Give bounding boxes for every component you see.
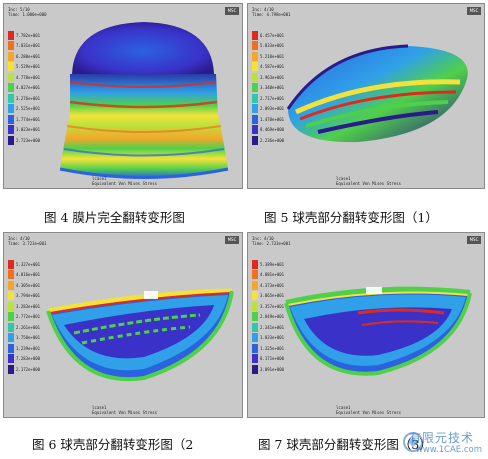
figure-6-panel: Inc: 4/10 Time: 3.723e+001 MSC 5.327e+00… [3, 232, 243, 418]
watermark: 有限元技术 www.1CAE.com [402, 429, 482, 455]
fig4-contour-plot [59, 22, 229, 179]
msc-logo: MSC [225, 236, 239, 244]
figure-7-panel: Inc: 4/10 Time: 2.733e+001 MSC 5.389e+00… [247, 232, 485, 418]
figure-4-panel: Inc: 5/10 Time: 1.000e+000 MSC 7.782e+00… [3, 3, 243, 189]
fig5-footer: lcase1 Equivalent Von Mises Stress [336, 176, 402, 186]
watermark-url: www.1CAE.com [415, 445, 482, 455]
msc-logo: MSC [467, 236, 481, 244]
fig7-footer: lcase1 Equivalent Von Mises Stress [336, 405, 402, 415]
fig7-header: Inc: 4/10 Time: 2.733e+001 [252, 236, 291, 246]
caption-fig4: 图 4 膜片完全翻转变形图 [44, 210, 185, 225]
watermark-text: 有限元技术 [408, 431, 474, 445]
fig5-header: Inc: 4/10 Time: 4.798e+001 [252, 7, 291, 17]
fig5-legend: 6.457e+001 5.833e+001 5.210e+001 4.587e+… [252, 30, 284, 146]
msc-logo: MSC [467, 7, 481, 15]
fig6-header: Inc: 4/10 Time: 3.723e+001 [8, 236, 47, 246]
caption-fig7: 图 7 球壳部分翻转变形图（3） [258, 437, 432, 452]
caption-fig6: 图 6 球壳部分翻转变形图（2 [32, 437, 194, 452]
fig6-contour-plot [46, 288, 234, 382]
msc-logo: MSC [225, 7, 239, 15]
fig7-legend: 5.389e+001 4.881e+001 4.373e+001 3.865e+… [252, 259, 284, 375]
fig4-legend: 7.782e+001 7.031e+001 6.280e+001 5.529e+… [8, 30, 40, 146]
fig6-footer: lcase1 Equivalent Von Mises Stress [92, 405, 158, 415]
caption-fig5: 图 5 球壳部分翻转变形图（1） [264, 210, 438, 225]
fig7-contour-plot [284, 286, 472, 376]
fig6-legend: 5.327e+001 4.816e+001 4.305e+001 3.794e+… [8, 259, 40, 375]
fig5-contour-plot [286, 44, 468, 143]
figure-5-panel: Inc: 4/10 Time: 4.798e+001 MSC 6.457e+00… [247, 3, 485, 189]
watermark-logo-icon [403, 432, 423, 452]
fig4-footer: lcase1 Equivalent Von Mises Stress [92, 176, 158, 186]
fig4-header: Inc: 5/10 Time: 1.000e+000 [8, 7, 47, 17]
